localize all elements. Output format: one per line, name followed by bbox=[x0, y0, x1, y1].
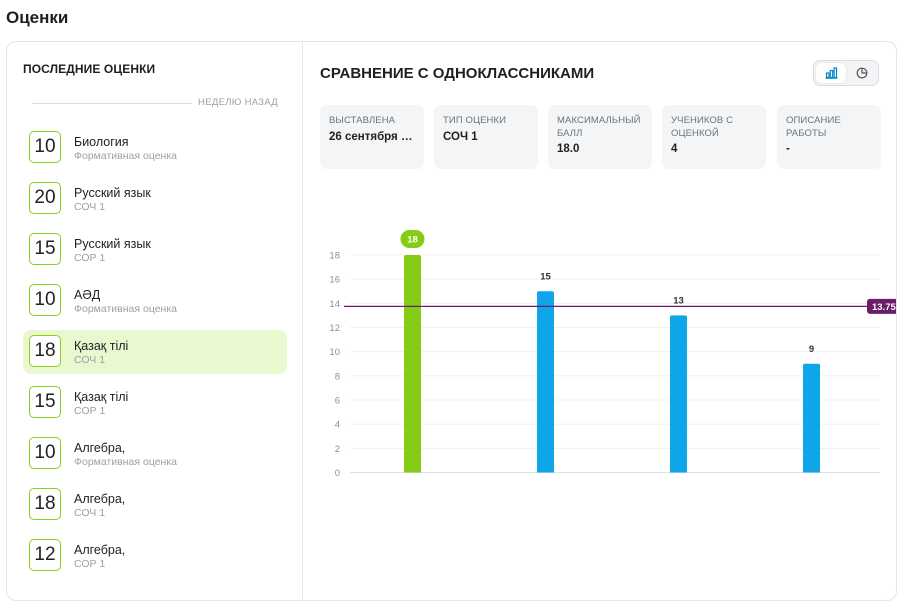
pie-chart-toggle-button[interactable] bbox=[847, 63, 877, 83]
info-card: ОПИСАНИЕ РАБОТЫ - bbox=[777, 105, 881, 169]
grade-value-box: 18 bbox=[29, 335, 61, 367]
assessment-info-row: ВЫСТАВЛЕНА 26 сентября 2… ТИП ОЦЕНКИ СОЧ 1 М… bbox=[320, 105, 881, 169]
grade-type: СОЧ 1 bbox=[74, 507, 106, 519]
grade-type: Формативная оценка bbox=[74, 456, 178, 468]
data-label: 13 bbox=[673, 295, 684, 306]
grade-value-box: 12 bbox=[29, 539, 61, 571]
week-ago-divider: НЕДЕЛЮ НАЗАД bbox=[32, 97, 278, 109]
grades-card: ПОСЛЕДНИЕ ОЦЕНКИ НЕДЕЛЮ НАЗАД 10 Биология… bbox=[6, 41, 897, 601]
grade-type: СОР 1 bbox=[74, 252, 106, 264]
page-title: Оценки bbox=[6, 8, 69, 27]
grade-subject: Қазақ тілі bbox=[74, 339, 129, 353]
grade-list: 10 Биология Формативная оценка 20 Русский яз… bbox=[23, 126, 287, 585]
grade-list-item[interactable]: 18 Алгебра, СОЧ 1 bbox=[23, 483, 287, 527]
info-label: УЧЕНИКОВ С ОЦЕНКОЙ bbox=[671, 115, 734, 139]
comparison-chart: 0 2 4 6 8 10 12 14 16 18 18 15 13 9 13.75 bbox=[320, 182, 896, 600]
grade-list-item[interactable]: 20 Русский язык СОЧ 1 bbox=[23, 177, 287, 221]
info-value: 4 bbox=[671, 143, 678, 155]
info-label: ВЫСТАВЛЕНА bbox=[329, 115, 396, 126]
grade-list-item[interactable]: 10 Алгебра, Формативная оценка bbox=[23, 432, 287, 476]
pie-chart-icon bbox=[856, 67, 868, 79]
grade-list-item[interactable]: 15 Қазақ тілі СОР 1 bbox=[23, 381, 287, 425]
y-tick-label: 0 bbox=[335, 468, 340, 479]
info-label: МАКСИМАЛЬНЫЙ БАЛЛ bbox=[557, 115, 641, 139]
grade-subject: АӘД bbox=[74, 288, 101, 302]
data-label: 15 bbox=[540, 271, 551, 282]
grade-type: СОЧ 1 bbox=[74, 354, 106, 366]
grade-type: Формативная оценка bbox=[74, 150, 178, 162]
data-label: 18 bbox=[407, 235, 418, 246]
grade-list-item[interactable]: 18 Қазақ тілі СОЧ 1 bbox=[23, 330, 287, 374]
grade-type: СОР 1 bbox=[74, 405, 106, 417]
data-label-badge bbox=[400, 230, 425, 248]
y-tick-label: 14 bbox=[329, 299, 340, 310]
info-label: ТИП ОЦЕНКИ bbox=[443, 115, 507, 126]
grade-type: Формативная оценка bbox=[74, 303, 178, 315]
info-card: УЧЕНИКОВ С ОЦЕНКОЙ 4 bbox=[662, 105, 766, 169]
grade-subject: Русский язык bbox=[74, 237, 151, 251]
y-tick-label: 16 bbox=[329, 275, 340, 286]
recent-grades-panel: ПОСЛЕДНИЕ ОЦЕНКИ НЕДЕЛЮ НАЗАД 10 Биология… bbox=[7, 42, 303, 600]
grade-value-box: 20 bbox=[29, 182, 61, 214]
grade-list-item[interactable]: 10 Биология Формативная оценка bbox=[23, 126, 287, 170]
grade-type: СОР 1 bbox=[74, 558, 106, 570]
grade-subject: Алгебра, bbox=[74, 492, 126, 506]
divider-label: НЕДЕЛЮ НАЗАД bbox=[198, 97, 278, 108]
grade-type: СОЧ 1 bbox=[74, 201, 106, 213]
grade-list-item[interactable]: 10 АӘД Формативная оценка bbox=[23, 279, 287, 323]
chart-bar bbox=[803, 363, 820, 473]
comparison-title: СРАВНЕНИЕ С ОДНОКЛАССНИКАМИ bbox=[320, 65, 595, 82]
chart-bar bbox=[670, 315, 687, 473]
info-value: 18.0 bbox=[557, 143, 580, 155]
grade-list-item[interactable]: 15 Русский язык СОР 1 bbox=[23, 228, 287, 272]
average-label-badge bbox=[867, 298, 896, 314]
grade-value-box: 18 bbox=[29, 488, 61, 520]
bar-chart-toggle-button[interactable] bbox=[816, 63, 846, 83]
y-tick-label: 6 bbox=[335, 396, 340, 407]
grade-value-box: 10 bbox=[29, 284, 61, 316]
divider-line bbox=[32, 103, 192, 104]
comparison-bar-chart: 0 2 4 6 8 10 12 14 16 18 18 15 13 9 13.75 bbox=[329, 230, 896, 479]
grade-list-item[interactable]: 12 Алгебра, СОР 1 bbox=[23, 534, 287, 578]
comparison-panel: СРАВНЕНИЕ С ОДНОКЛАССНИКАМИ ВЫСТАВЛЕНА 26… bbox=[304, 42, 896, 600]
info-card: МАКСИМАЛЬНЫЙ БАЛЛ 18.0 bbox=[548, 105, 652, 169]
grade-value-box: 15 bbox=[29, 386, 61, 418]
info-value: - bbox=[786, 143, 790, 155]
info-card: ВЫСТАВЛЕНА 26 сентября 2… bbox=[320, 105, 424, 169]
grade-subject: Алгебра, bbox=[74, 543, 126, 557]
grade-subject: Русский язык bbox=[74, 186, 151, 200]
y-tick-label: 10 bbox=[329, 347, 340, 358]
recent-grades-title: ПОСЛЕДНИЕ ОЦЕНКИ bbox=[23, 62, 156, 76]
chart-bar bbox=[404, 255, 421, 473]
grade-subject: Қазақ тілі bbox=[74, 390, 129, 404]
info-value: СОЧ 1 bbox=[443, 130, 478, 143]
grade-value-box: 10 bbox=[29, 131, 61, 163]
bar-chart-icon bbox=[825, 67, 837, 79]
grade-value-box: 15 bbox=[29, 233, 61, 265]
grade-subject: Биология bbox=[74, 135, 129, 149]
chart-view-toggle[interactable] bbox=[813, 60, 879, 86]
y-tick-label: 12 bbox=[329, 323, 340, 334]
info-card: ТИП ОЦЕНКИ СОЧ 1 bbox=[434, 105, 538, 169]
y-tick-label: 4 bbox=[335, 420, 340, 431]
grade-subject: Алгебра, bbox=[74, 441, 126, 455]
chart-bar bbox=[537, 291, 554, 473]
average-label: 13.75 bbox=[872, 302, 896, 313]
info-value: 26 сентября 2… bbox=[329, 130, 415, 143]
info-label: ОПИСАНИЕ РАБОТЫ bbox=[786, 115, 841, 139]
y-tick-label: 8 bbox=[335, 371, 340, 382]
grade-value-box: 10 bbox=[29, 437, 61, 469]
y-tick-label: 2 bbox=[335, 444, 340, 455]
y-tick-label: 18 bbox=[329, 251, 340, 262]
data-label: 9 bbox=[809, 344, 814, 355]
